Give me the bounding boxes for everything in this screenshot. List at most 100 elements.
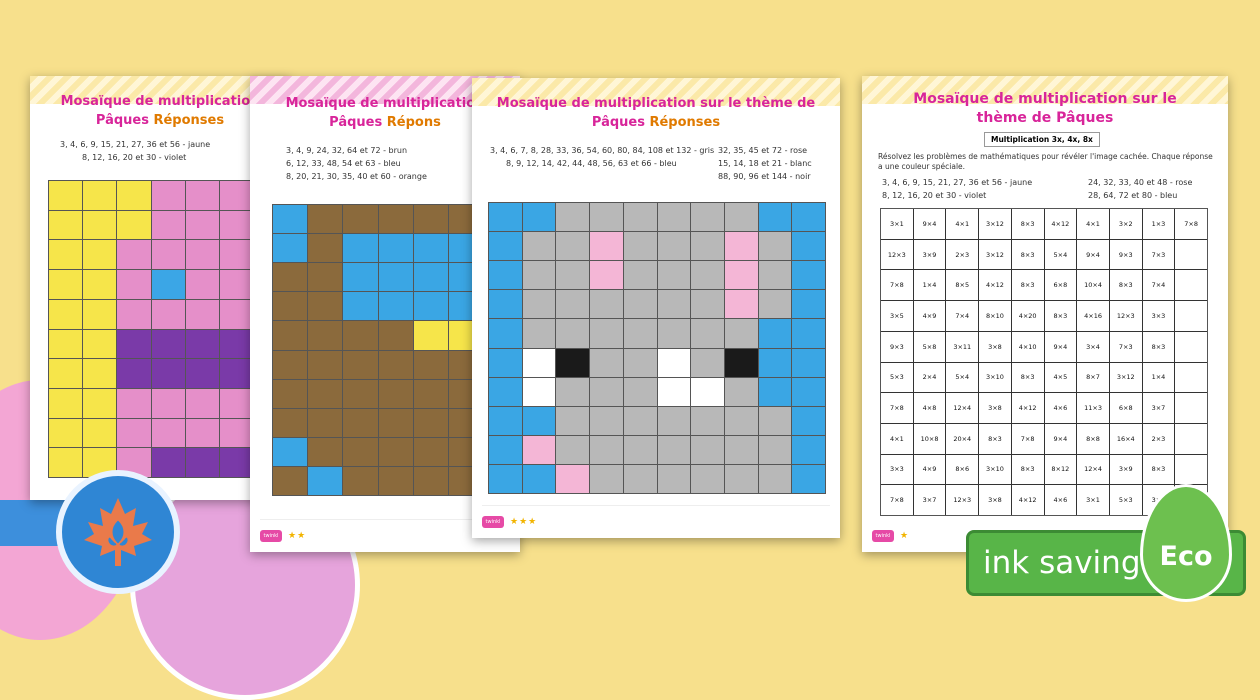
problem-cell: 4×1	[946, 209, 979, 239]
problem-cell: 9×4	[1077, 239, 1109, 270]
mosaic-cell	[590, 261, 623, 290]
problem-cell: 6×8	[1109, 393, 1142, 423]
mosaic-cell	[522, 348, 556, 377]
problem-cell: 4×5	[1044, 362, 1077, 393]
mosaic-cell	[185, 270, 219, 299]
mosaic-cell	[117, 418, 151, 448]
mosaic-cell	[556, 319, 590, 348]
mosaic-cell	[556, 435, 590, 464]
footer: twinkl ★★★	[482, 516, 537, 528]
mosaic-cell	[185, 329, 219, 359]
mosaic-cell	[219, 388, 253, 418]
problem-cell: 3×8	[979, 485, 1011, 515]
mosaic-cell	[522, 406, 556, 435]
color-key-left: 3, 4, 6, 9, 15, 21, 27, 36 et 56 - jaune…	[882, 178, 1033, 200]
problem-cell: 3×1	[1077, 485, 1109, 515]
mosaic-cell	[657, 406, 691, 435]
problem-cell: 7×4	[946, 301, 979, 331]
problem-cell: 7×8	[881, 270, 913, 301]
mosaic-cell	[623, 464, 657, 493]
mosaic-cell	[489, 203, 522, 232]
problem-cell: 4×6	[1044, 485, 1077, 515]
mosaic-cell	[623, 319, 657, 348]
problem-cell: 7×8	[881, 393, 913, 423]
problem-cell: 7×8	[881, 485, 913, 515]
worksheet-preview-1[interactable]: Mosaïque de multiplication Pâques Répons…	[30, 76, 290, 500]
problem-cell: 8×3	[1011, 454, 1044, 485]
problem-cell	[1175, 393, 1207, 423]
problem-cell	[1175, 331, 1207, 362]
mosaic-cell	[413, 379, 448, 408]
mosaic-cell	[522, 464, 556, 493]
maple-leaf-badge	[56, 470, 180, 594]
problem-cell: 8×12	[1044, 454, 1077, 485]
problem-cell: 7×8	[1175, 209, 1207, 239]
problem-cell: 9×4	[1044, 331, 1077, 362]
problem-cell: 1×4	[1142, 362, 1175, 393]
problem-cell: 11×3	[1077, 393, 1109, 423]
problem-cell: 8×5	[946, 270, 979, 301]
mosaic-cell	[724, 261, 758, 290]
mosaic-cell	[556, 406, 590, 435]
problem-cell: 2×3	[946, 239, 979, 270]
mosaic-cell	[657, 319, 691, 348]
problem-cell: 5×3	[1109, 485, 1142, 515]
mosaic-cell	[219, 270, 253, 299]
problem-cell: 3×10	[979, 362, 1011, 393]
problem-cell: 8×3	[979, 423, 1011, 454]
problem-cell: 8×3	[1142, 454, 1175, 485]
mosaic-cell	[556, 377, 590, 406]
problem-cell: 8×3	[1109, 270, 1142, 301]
problem-cell	[1175, 454, 1207, 485]
mosaic-cell	[378, 263, 413, 292]
problem-cell	[1175, 423, 1207, 454]
header-stripe	[472, 78, 840, 106]
problem-cell: 5×4	[1044, 239, 1077, 270]
mosaic-cell	[308, 350, 343, 379]
problem-cell: 7×3	[1142, 239, 1175, 270]
mosaic-cell	[117, 210, 151, 240]
mosaic-cell	[49, 388, 83, 418]
mosaic-cell	[758, 435, 792, 464]
mosaic-cell	[273, 234, 308, 263]
mosaic-cell	[343, 205, 378, 234]
worksheet-preview-3[interactable]: Mosaïque de multiplication sur le thème …	[472, 78, 840, 538]
worksheet-preview-4[interactable]: Mosaïque de multiplication sur le thème …	[862, 76, 1228, 552]
mosaic-cell	[185, 181, 219, 210]
mosaic-cell	[378, 437, 413, 466]
mosaic-cell	[343, 263, 378, 292]
instructions: Résolvez les problèmes de mathématiques …	[878, 152, 1213, 171]
color-key: 3, 4, 9, 24, 32, 64 et 72 - brun 6, 12, …	[286, 146, 427, 181]
mosaic-cell	[792, 261, 825, 290]
problem-cell: 9×4	[913, 209, 946, 239]
problem-cell: 5×8	[913, 331, 946, 362]
mosaic-cell	[219, 240, 253, 270]
mosaic-cell	[49, 418, 83, 448]
problem-cell	[1175, 362, 1207, 393]
problem-cell: 3×8	[979, 393, 1011, 423]
mosaic-cell	[691, 464, 724, 493]
mosaic-grid	[488, 202, 826, 494]
problem-cell: 8×3	[1011, 362, 1044, 393]
mosaic-cell	[758, 232, 792, 261]
mosaic-cell	[378, 321, 413, 350]
mosaic-cell	[273, 379, 308, 408]
mosaic-cell	[343, 234, 378, 263]
mosaic-cell	[623, 261, 657, 290]
mosaic-cell	[117, 270, 151, 299]
mosaic-cell	[590, 290, 623, 319]
mosaic-cell	[273, 437, 308, 466]
mosaic-cell	[590, 319, 623, 348]
worksheet-subtitle: Multiplication 3x, 4x, 8x	[984, 132, 1100, 147]
mosaic-cell	[657, 464, 691, 493]
problem-cell: 3×3	[1142, 301, 1175, 331]
mosaic-cell	[758, 464, 792, 493]
mosaic-cell	[657, 203, 691, 232]
mosaic-cell	[308, 321, 343, 350]
mosaic-cell	[151, 270, 185, 299]
problem-cell: 1×3	[1142, 209, 1175, 239]
problem-cell	[1175, 239, 1207, 270]
mosaic-cell	[308, 263, 343, 292]
problem-cell: 3×1	[881, 209, 913, 239]
mosaic-cell	[657, 377, 691, 406]
